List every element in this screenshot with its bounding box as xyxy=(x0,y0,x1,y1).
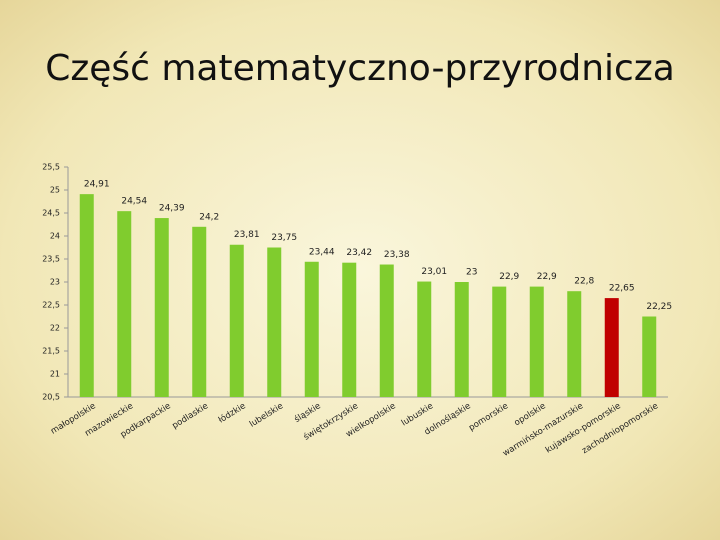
bar xyxy=(567,291,582,397)
bar xyxy=(192,226,207,397)
x-tick-label: podlaskie xyxy=(171,401,211,431)
value-label: 24,91 xyxy=(84,180,110,190)
bar xyxy=(417,281,432,397)
y-tick-label: 21,5 xyxy=(42,347,60,356)
y-tick-label: 24 xyxy=(50,232,60,241)
bar xyxy=(492,286,507,397)
y-tick-label: 22 xyxy=(50,324,60,333)
value-label: 24,39 xyxy=(159,204,185,214)
value-label: 23,38 xyxy=(384,250,410,260)
y-tick-label: 20,5 xyxy=(42,393,60,402)
value-label: 22,8 xyxy=(574,277,594,287)
value-label: 23,75 xyxy=(271,233,297,243)
bar xyxy=(229,244,244,397)
value-label: 22,9 xyxy=(499,272,519,282)
x-tick-label: pomorskie xyxy=(467,401,510,433)
value-label: 23 xyxy=(466,268,477,278)
y-tick-label: 23 xyxy=(50,278,60,287)
y-tick-label: 21 xyxy=(50,370,60,379)
y-tick-label: 23,5 xyxy=(42,255,60,264)
value-label: 23,44 xyxy=(309,247,335,257)
value-label: 22,25 xyxy=(646,302,672,312)
value-label: 23,81 xyxy=(234,230,260,240)
value-label: 24,2 xyxy=(199,212,219,222)
x-tick-label: lubelskie xyxy=(248,401,285,429)
y-tick-label: 22,5 xyxy=(42,301,60,310)
bar xyxy=(379,264,394,397)
value-label: 23,42 xyxy=(346,248,372,258)
value-label: 22,9 xyxy=(537,272,557,282)
bar xyxy=(267,247,282,397)
bar xyxy=(604,298,619,397)
bar xyxy=(79,194,94,397)
value-label: 22,65 xyxy=(609,284,635,294)
bar xyxy=(642,316,657,397)
value-label: 23,01 xyxy=(421,267,447,277)
chart-title: Część matematyczno-przyrodnicza xyxy=(45,48,675,89)
bar xyxy=(117,211,132,397)
bar xyxy=(342,262,357,397)
bar xyxy=(304,261,319,397)
bar xyxy=(154,218,169,397)
y-tick-label: 24,5 xyxy=(42,209,60,218)
y-tick-label: 25,5 xyxy=(42,163,60,172)
bar xyxy=(529,286,544,397)
bar xyxy=(454,282,469,397)
y-tick-label: 25 xyxy=(50,186,60,195)
x-tick-label: śląskie xyxy=(292,400,322,425)
x-tick-label: łódzkie xyxy=(216,400,247,425)
value-label: 24,54 xyxy=(121,197,147,207)
